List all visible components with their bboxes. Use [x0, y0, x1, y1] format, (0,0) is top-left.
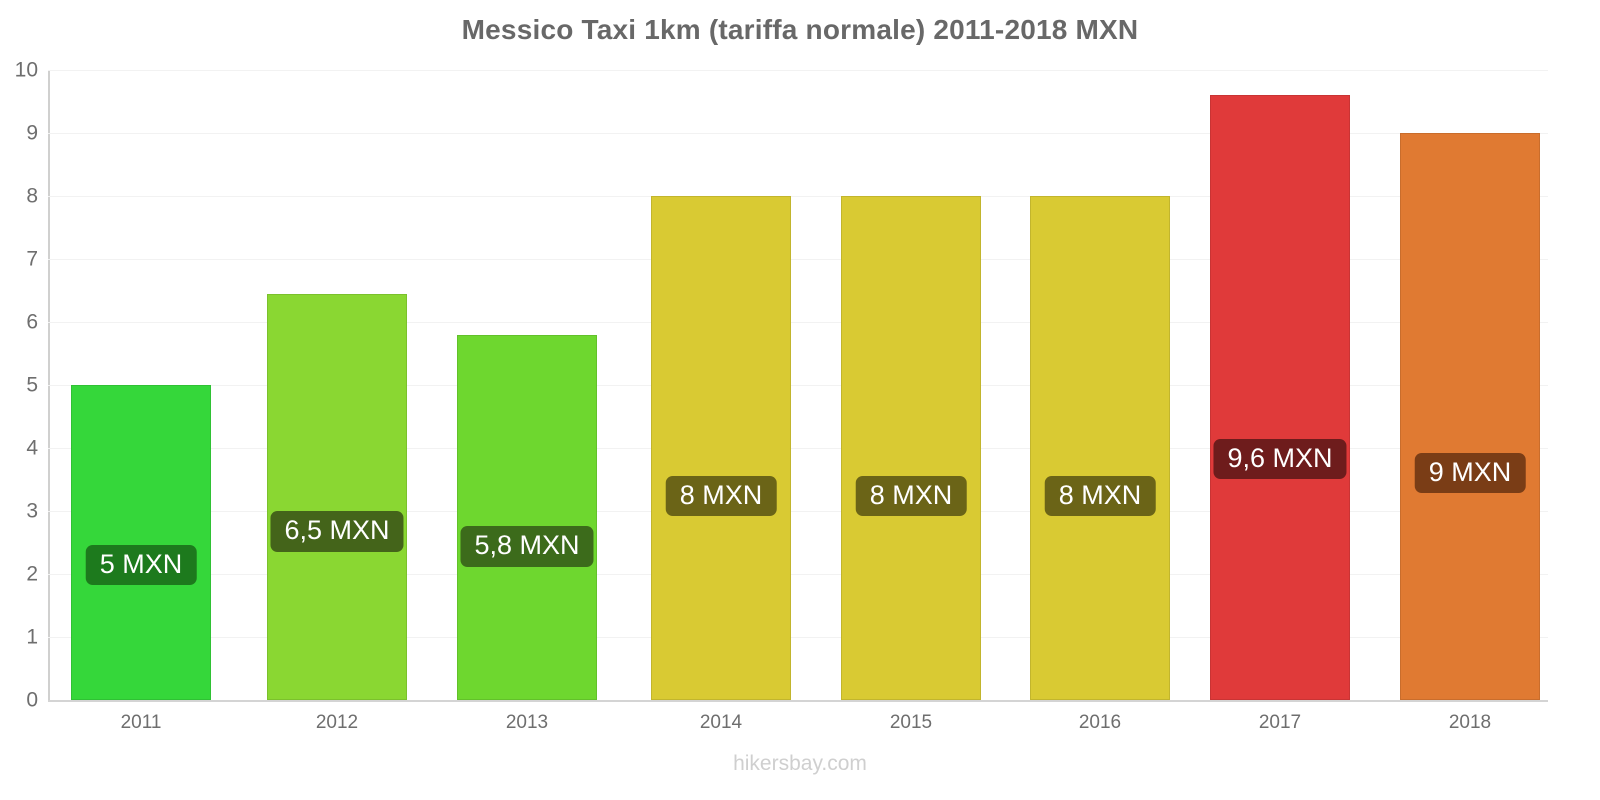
- y-axis-tick-label: 10: [14, 58, 38, 82]
- bar-value-label: 6,5 MXN: [270, 511, 404, 552]
- x-axis-tick-labels: 2011 2012 2013 2014 2015 2016 2017 2018: [48, 712, 1548, 742]
- footer-watermark: hikersbay.com: [733, 752, 867, 775]
- y-axis-tick-label: 1: [26, 625, 38, 649]
- bar-value-label: 8 MXN: [1044, 475, 1156, 517]
- x-axis-tick-label: 2011: [120, 712, 162, 733]
- y-axis-tick-label: 7: [26, 247, 38, 271]
- bar-item[interactable]: 6,5 MXN: [267, 293, 407, 700]
- bar-item[interactable]: 9 MXN: [1400, 133, 1540, 700]
- bar-value-label: 8 MXN: [855, 475, 967, 517]
- bar-item[interactable]: 9,6 MXN: [1210, 95, 1350, 700]
- bar-rect[interactable]: [651, 196, 791, 700]
- x-axis-tick-label: 2018: [1448, 712, 1492, 733]
- y-axis-tick-label: 6: [26, 310, 38, 334]
- bar-series: 5 MXN 6,5 MXN 5,8 MXN 8 MXN 8 MXN 8 MXN 9,6 MX…: [48, 70, 1548, 700]
- x-axis-tick-label: 2012: [315, 712, 359, 733]
- page-title: Messico Taxi 1km (tariffa normale) 2011-…: [461, 14, 1139, 45]
- bar-rect[interactable]: [1210, 95, 1350, 700]
- plot-area: 5 MXN 6,5 MXN 5,8 MXN 8 MXN 8 MXN 8 MXN 9,6 MX…: [48, 70, 1548, 702]
- bar-value-label: 9,6 MXN: [1213, 438, 1347, 480]
- y-axis-tick-label: 9: [26, 121, 38, 145]
- x-axis-tick-label: 2013: [505, 712, 549, 733]
- y-axis-tick-label: 4: [26, 436, 38, 460]
- x-axis-tick-label: 2015: [889, 712, 933, 733]
- bar-item[interactable]: 5 MXN: [71, 385, 211, 700]
- bar-value-label: 9 MXN: [1414, 452, 1526, 494]
- bar-value-label: 5 MXN: [85, 544, 197, 586]
- x-axis-tick-label: 2016: [1078, 712, 1122, 733]
- bar-item[interactable]: 8 MXN: [1030, 196, 1170, 700]
- bar-value-label: 5,8 MXN: [460, 526, 594, 567]
- x-axis-tick-label: 2014: [699, 712, 743, 733]
- bar-rect[interactable]: [71, 385, 211, 700]
- bar-rect[interactable]: [1030, 196, 1170, 700]
- bar-item[interactable]: 8 MXN: [841, 196, 981, 700]
- y-axis-tick-label: 3: [26, 499, 38, 523]
- bar-rect[interactable]: [1400, 133, 1540, 700]
- y-axis-tick-label: 8: [26, 184, 38, 208]
- y-axis-tick-label: 0: [26, 688, 38, 712]
- bar-rect[interactable]: [841, 196, 981, 700]
- bar-item[interactable]: 8 MXN: [651, 196, 791, 700]
- y-axis-tick-label: 2: [26, 562, 38, 586]
- y-axis-tick-label: 5: [26, 373, 38, 397]
- bar-rect[interactable]: [457, 334, 597, 700]
- gridline: [48, 700, 1548, 702]
- y-axis-tick-labels: 0 1 2 3 4 5 6 7 8 9 10: [0, 60, 38, 711]
- bar-item[interactable]: 5,8 MXN: [457, 334, 597, 700]
- bar-rect[interactable]: [267, 293, 407, 700]
- x-axis-tick-label: 2017: [1258, 712, 1302, 733]
- bar-value-label: 8 MXN: [665, 475, 777, 517]
